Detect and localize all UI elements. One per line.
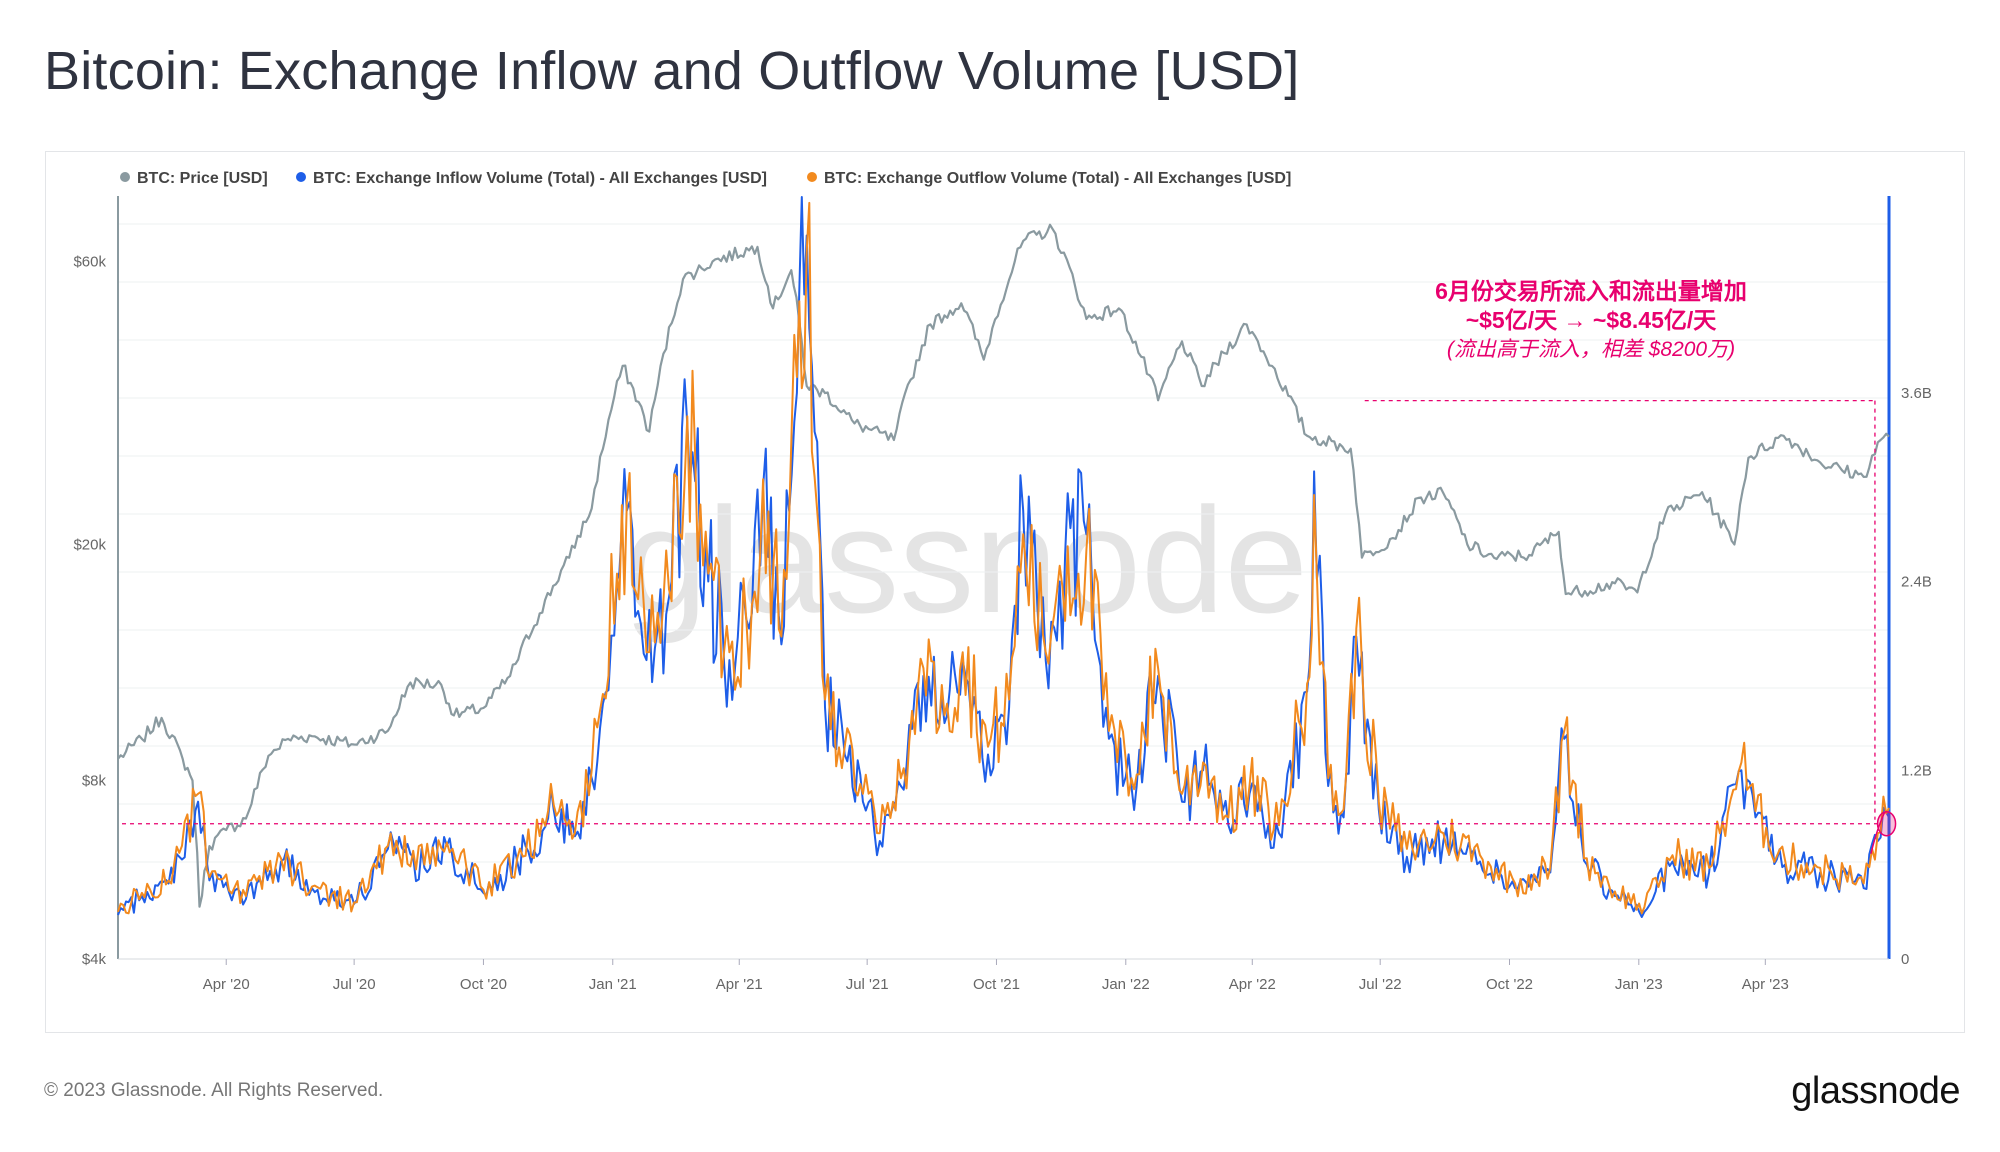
annotation-line3: (流出高于流入，相差 $8200万) [1447, 338, 1735, 361]
right-tick-label: 3.6B [1901, 385, 1932, 402]
price-line [117, 223, 1890, 908]
right-axis-ticks: 0 1.2B 2.4B 3.6B [1901, 385, 1932, 968]
x-tick-label: Jul '22 [1359, 976, 1402, 993]
series-lines [117, 196, 1890, 918]
x-tick-label: Oct '21 [973, 976, 1020, 993]
left-tick-label: $20k [73, 536, 106, 553]
x-tick-label: Apr '20 [203, 976, 250, 993]
chart-frame: glassnode BTC: Price [USD] BTC: Exchange… [45, 151, 1965, 1033]
legend-item-price[interactable]: BTC: Price [USD] [120, 170, 268, 187]
legend-label-outflow: BTC: Exchange Outflow Volume (Total) - A… [824, 170, 1291, 187]
axes [117, 196, 1891, 960]
x-tick-label: Jul '20 [333, 976, 376, 993]
footer-copyright: © 2023 Glassnode. All Rights Reserved. [44, 1080, 384, 1101]
legend: BTC: Price [USD] BTC: Exchange Inflow Vo… [120, 170, 1291, 187]
reference-lines [122, 399, 1897, 854]
x-tick-label: Oct '20 [460, 976, 507, 993]
outflow-line [117, 201, 1890, 915]
legend-label-price: BTC: Price [USD] [137, 170, 268, 187]
legend-item-outflow[interactable]: BTC: Exchange Outflow Volume (Total) - A… [807, 170, 1291, 187]
watermark: glassnode [624, 476, 1308, 644]
annotation-line1: 6月份交易所流入和流出量增加 [1435, 278, 1747, 304]
x-tick-label: Apr '21 [716, 976, 763, 993]
annotation-line2: ~$5亿/天 → ~$8.45亿/天 [1466, 307, 1718, 333]
glassnode-logo[interactable]: glassnode [1791, 1070, 1960, 1112]
legend-label-inflow: BTC: Exchange Inflow Volume (Total) - Al… [313, 170, 767, 187]
page-title: Bitcoin: Exchange Inflow and Outflow Vol… [44, 41, 1300, 101]
legend-dot-price [120, 172, 130, 182]
legend-item-inflow[interactable]: BTC: Exchange Inflow Volume (Total) - Al… [296, 170, 767, 187]
annotation-arrow [1870, 811, 1886, 854]
x-tick-label: Jan '21 [589, 976, 637, 993]
left-tick-label: $60k [73, 253, 106, 270]
x-tick-label: Jan '23 [1615, 976, 1663, 993]
legend-dot-inflow [296, 172, 306, 182]
x-tick-label: Jan '22 [1102, 976, 1150, 993]
x-tick-label: Jul '21 [846, 976, 889, 993]
annotation: 6月份交易所流入和流出量增加 ~$5亿/天 → ~$8.45亿/天 (流出高于流… [1435, 278, 1747, 361]
left-tick-label: $4k [82, 951, 107, 968]
left-tick-label: $8k [82, 772, 107, 789]
right-tick-label: 1.2B [1901, 762, 1932, 779]
x-tick-label: Apr '22 [1229, 976, 1276, 993]
right-tick-label: 0 [1901, 951, 1909, 968]
left-axis-ticks: $4k $8k $20k $60k [73, 253, 106, 968]
chart-svg: glassnode BTC: Price [USD] BTC: Exchange… [73, 170, 1932, 993]
x-tick-label: Oct '22 [1486, 976, 1533, 993]
legend-dot-outflow [807, 172, 817, 182]
x-axis-ticks: Apr '20 Jul '20 Oct '20 Jan '21 Apr '21 Jul '… [203, 959, 1789, 993]
x-tick-label: Apr '23 [1742, 976, 1789, 993]
right-tick-label: 2.4B [1901, 574, 1932, 591]
